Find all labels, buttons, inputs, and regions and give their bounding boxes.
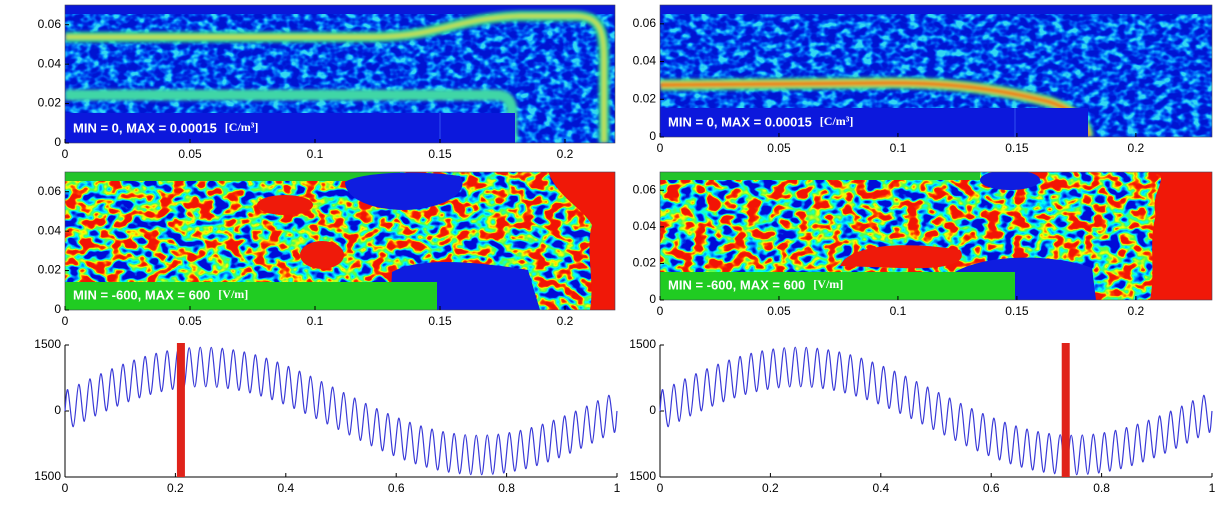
frame bbox=[64, 171, 616, 311]
y-tick-label: 1500 bbox=[629, 469, 656, 483]
blue-blob bbox=[980, 172, 1040, 190]
blue-blob bbox=[345, 172, 463, 210]
red-blob bbox=[257, 195, 313, 215]
annotation: MIN = 0, MAX = 0.00015 bbox=[668, 114, 812, 129]
y-tick-label: 0.02 bbox=[38, 96, 62, 110]
blue-box bbox=[1015, 272, 1090, 300]
frame bbox=[659, 171, 1213, 301]
y-tick-label: 0 bbox=[54, 403, 61, 417]
top-strip bbox=[65, 5, 615, 14]
x-tick-label: 0 bbox=[657, 481, 664, 495]
x-tick-label: 0.1 bbox=[890, 141, 907, 155]
x-tick-label: 0.6 bbox=[983, 481, 1000, 495]
red-region bbox=[548, 172, 615, 310]
x-tick-label: 0.2 bbox=[557, 147, 574, 161]
y-tick-label: 1500 bbox=[34, 469, 61, 483]
x-tick-label: 0.15 bbox=[428, 314, 452, 328]
y-tick-label: 0.06 bbox=[633, 16, 657, 30]
top-strip bbox=[660, 5, 1212, 14]
band-lower bbox=[65, 89, 518, 143]
top-strip bbox=[660, 172, 980, 180]
y-tick-label: 0 bbox=[54, 302, 61, 316]
y-tick-label: 1500 bbox=[34, 337, 61, 351]
x-tick-label: 0.1 bbox=[307, 147, 324, 161]
x-tick-label: 1 bbox=[1209, 481, 1216, 495]
x-tick-label: 0.05 bbox=[767, 141, 791, 155]
x-tick-label: 0.4 bbox=[872, 481, 889, 495]
x-tick-label: 0.2 bbox=[557, 314, 574, 328]
x-tick-label: 0 bbox=[657, 304, 664, 318]
x-tick-label: 0 bbox=[62, 147, 69, 161]
x-tick-label: 0.15 bbox=[1005, 304, 1029, 318]
y-tick-label: 0 bbox=[649, 403, 656, 417]
x-tick-label: 0.8 bbox=[498, 481, 515, 495]
x-tick-label: 0 bbox=[62, 481, 69, 495]
signal-line bbox=[659, 346, 1213, 476]
x-tick-label: 0.8 bbox=[1093, 481, 1110, 495]
x-tick-label: 0.2 bbox=[1128, 141, 1145, 155]
x-tick-label: 0.05 bbox=[767, 304, 791, 318]
y-tick-label: 0.06 bbox=[38, 184, 62, 198]
annotation: MIN = 0, MAX = 0.00015 bbox=[73, 120, 217, 135]
label-box bbox=[65, 282, 437, 310]
y-tick-label: 0.04 bbox=[633, 219, 657, 233]
band bbox=[65, 10, 610, 143]
field-image bbox=[660, 5, 1212, 137]
unit: [V/m] bbox=[218, 287, 248, 301]
red-region bbox=[1150, 172, 1212, 300]
y-tick-label: 0 bbox=[649, 292, 656, 306]
unit: [C/m³] bbox=[225, 120, 259, 134]
time-cursor bbox=[1061, 343, 1070, 477]
x-tick-label: 0.2 bbox=[1128, 304, 1145, 318]
x-tick-label: 0.4 bbox=[277, 481, 294, 495]
y-tick-label: 0.06 bbox=[633, 182, 657, 196]
field-image bbox=[65, 172, 615, 310]
y-tick-label: 0.02 bbox=[633, 256, 657, 270]
x-tick-label: 0 bbox=[62, 314, 69, 328]
annotation: MIN = -600, MAX = 600 bbox=[73, 287, 210, 302]
label-box bbox=[660, 108, 1088, 137]
y-tick-label: 0.02 bbox=[38, 263, 62, 277]
top-strip bbox=[65, 172, 400, 181]
blue-box bbox=[437, 282, 515, 310]
y-tick-label: 0.04 bbox=[633, 54, 657, 68]
label-box bbox=[660, 272, 1015, 300]
x-tick-label: 0.1 bbox=[307, 314, 324, 328]
y-tick-label: 0.04 bbox=[38, 56, 62, 70]
annotation: MIN = -600, MAX = 600 bbox=[668, 277, 805, 292]
red-blob bbox=[300, 241, 344, 269]
band-core bbox=[65, 14, 606, 143]
y-tick-label: 0.04 bbox=[38, 223, 62, 237]
time-cursor bbox=[176, 343, 185, 477]
x-tick-label: 0 bbox=[657, 141, 664, 155]
unit: [V/m] bbox=[813, 277, 843, 291]
x-tick-label: 0.05 bbox=[178, 147, 202, 161]
x-tick-label: 0.05 bbox=[178, 314, 202, 328]
x-tick-label: 1 bbox=[614, 481, 621, 495]
y-tick-label: 0.06 bbox=[38, 17, 62, 31]
signal-line bbox=[64, 346, 618, 476]
unit: [C/m³] bbox=[820, 114, 854, 128]
x-tick-label: 0.15 bbox=[428, 147, 452, 161]
frame bbox=[659, 4, 1213, 138]
field-image bbox=[65, 5, 615, 143]
y-tick-label: 0 bbox=[54, 135, 61, 149]
x-tick-label: 0.1 bbox=[890, 304, 907, 318]
x-tick-label: 0.2 bbox=[167, 481, 184, 495]
x-tick-label: 0.15 bbox=[1005, 141, 1029, 155]
red-blob bbox=[840, 245, 962, 269]
y-tick-label: 1500 bbox=[629, 337, 656, 351]
field-image bbox=[660, 172, 1212, 300]
x-tick-label: 0.6 bbox=[388, 481, 405, 495]
frame bbox=[64, 4, 616, 144]
y-tick-label: 0 bbox=[649, 129, 656, 143]
y-tick-label: 0.02 bbox=[633, 91, 657, 105]
x-tick-label: 0.2 bbox=[762, 481, 779, 495]
